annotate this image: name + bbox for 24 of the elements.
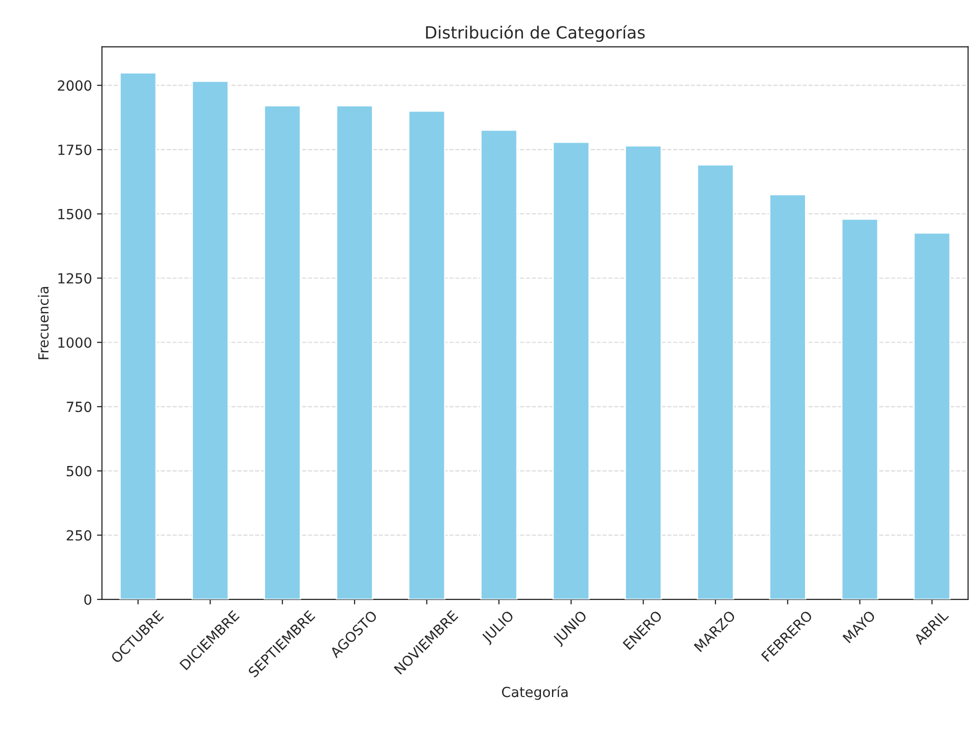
y-tick-label: 1250 bbox=[58, 273, 92, 284]
bar bbox=[191, 80, 229, 600]
y-tick-label: 500 bbox=[66, 466, 92, 476]
y-tick-label: 1500 bbox=[58, 208, 92, 220]
bar bbox=[336, 104, 374, 600]
y-tick-label: 2000 bbox=[58, 80, 92, 91]
bar bbox=[119, 72, 157, 600]
chart-title: Distribución de Categorías bbox=[426, 25, 645, 42]
bar bbox=[696, 164, 734, 600]
y-tick-label: 0 bbox=[84, 594, 92, 605]
bar bbox=[408, 110, 446, 600]
y-axis-title: Frecuencia bbox=[38, 287, 49, 360]
y-tick-label: 1750 bbox=[58, 144, 92, 156]
y-tick-label: 250 bbox=[66, 530, 92, 541]
bar bbox=[480, 129, 518, 600]
bar bbox=[768, 194, 806, 600]
bar bbox=[264, 104, 302, 600]
bar bbox=[624, 145, 662, 600]
bar bbox=[552, 141, 590, 600]
bar bbox=[913, 232, 951, 600]
bar bbox=[841, 218, 879, 600]
y-tick-label: 1000 bbox=[58, 337, 92, 348]
x-axis-title: Categoría bbox=[502, 686, 568, 700]
y-tick-label: 750 bbox=[66, 402, 92, 412]
